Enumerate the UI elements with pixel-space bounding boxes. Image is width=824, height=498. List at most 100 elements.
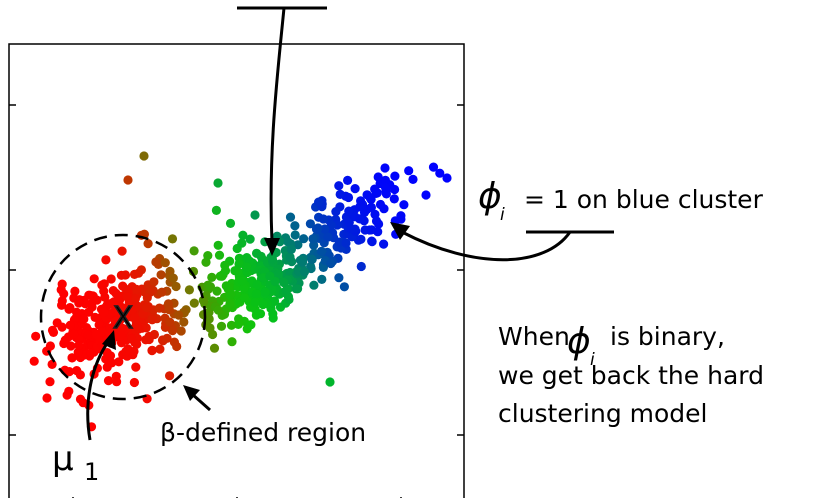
scatter-point bbox=[239, 283, 249, 293]
mu-label: μ 1 bbox=[52, 439, 99, 486]
scatter-point bbox=[299, 267, 310, 277]
scatter-point bbox=[318, 214, 328, 224]
scatter-point bbox=[129, 269, 140, 279]
scatter-point bbox=[67, 353, 77, 363]
beta-region-label: β-defined region bbox=[160, 418, 366, 447]
scatter-point bbox=[355, 214, 365, 224]
scatter-point bbox=[65, 320, 75, 330]
scatter-point bbox=[78, 398, 88, 408]
mu-subscript: 1 bbox=[84, 458, 99, 486]
scatter-point bbox=[154, 303, 164, 313]
scatter-point bbox=[207, 272, 217, 282]
beta-region-circle bbox=[39, 233, 207, 401]
binary-line2: we get back the hard bbox=[498, 361, 764, 390]
scatter-point bbox=[314, 197, 324, 207]
scatter-point bbox=[164, 305, 174, 315]
scatter-point bbox=[211, 205, 221, 215]
scatter-point bbox=[225, 299, 235, 309]
binary-phi-note: When ϕ i is binary, we get back the hard… bbox=[498, 321, 764, 428]
scatter-point bbox=[129, 377, 139, 388]
binary-phi-symbol: ϕ bbox=[567, 321, 591, 362]
scatter-point bbox=[305, 219, 315, 229]
scatter-point bbox=[396, 211, 406, 221]
scatter-point bbox=[66, 341, 76, 351]
scatter-point bbox=[214, 250, 225, 260]
scatter-point bbox=[360, 225, 370, 235]
scatter-point bbox=[156, 270, 166, 280]
scatter-point bbox=[381, 189, 391, 199]
scatter-point bbox=[130, 294, 140, 304]
scatter-point bbox=[57, 296, 67, 306]
scatter-point bbox=[189, 246, 199, 256]
scatter-point bbox=[343, 175, 353, 185]
mu-arrowhead bbox=[102, 330, 116, 350]
scatter-point bbox=[155, 344, 165, 354]
scatter-point bbox=[103, 376, 114, 386]
scatter-point bbox=[142, 303, 152, 313]
scatter-point bbox=[29, 356, 39, 366]
scatter-point bbox=[350, 184, 360, 194]
scatter-point bbox=[131, 284, 142, 294]
scatter-point bbox=[213, 305, 223, 315]
scatter-point bbox=[356, 261, 366, 272]
mixed-region-arrow bbox=[269, 7, 286, 243]
scatter-point bbox=[147, 315, 157, 325]
scatter-point bbox=[144, 331, 154, 342]
scatter-point bbox=[157, 287, 167, 297]
scatter-point bbox=[116, 303, 126, 313]
scatter-point bbox=[367, 225, 377, 235]
scatter-point bbox=[94, 320, 104, 330]
scatter-point bbox=[408, 174, 418, 184]
scatter-point bbox=[132, 339, 142, 349]
scatter-point bbox=[245, 234, 255, 244]
scatter-point bbox=[72, 307, 82, 317]
scatter-point bbox=[120, 270, 131, 280]
blue-cluster-arrowhead bbox=[390, 222, 410, 240]
binary-line3: clustering model bbox=[498, 399, 707, 428]
scatter-point bbox=[45, 377, 55, 387]
scatter-point bbox=[325, 377, 335, 387]
scatter-point bbox=[435, 168, 445, 178]
scatter-points bbox=[29, 151, 452, 432]
scatter-point bbox=[356, 234, 366, 244]
scatter-point bbox=[227, 337, 237, 347]
scatter-point bbox=[390, 171, 400, 181]
scatter-point bbox=[99, 286, 109, 296]
scatter-point bbox=[116, 323, 126, 333]
blue-equation-text: = 1 on blue cluster bbox=[524, 185, 764, 214]
scatter-point bbox=[169, 337, 179, 347]
scatter-point bbox=[139, 151, 149, 161]
scatter-point bbox=[105, 323, 115, 333]
scatter-point bbox=[74, 340, 84, 350]
scatter-point bbox=[122, 292, 132, 302]
blue-cluster-annotation: ϕ i = 1 on blue cluster bbox=[478, 176, 764, 225]
binary-line1-post: is binary, bbox=[610, 322, 725, 351]
mixed-region-arrowhead bbox=[264, 238, 280, 256]
plot-axes bbox=[8, 43, 465, 498]
scatter-point bbox=[273, 269, 283, 279]
scatter-point bbox=[209, 343, 220, 353]
scatter-point bbox=[320, 224, 330, 234]
scatter-point bbox=[127, 305, 137, 315]
scatter-point bbox=[114, 357, 124, 367]
scatter-point bbox=[149, 277, 159, 287]
scatter-point bbox=[246, 320, 256, 330]
scatter-point bbox=[74, 298, 84, 308]
scatter-point bbox=[57, 279, 67, 289]
scatter-point bbox=[250, 297, 260, 308]
blue-cluster-arrow bbox=[401, 230, 572, 262]
scatter-point bbox=[237, 238, 247, 248]
scatter-point bbox=[69, 329, 79, 339]
binary-phi-subscript: i bbox=[590, 350, 595, 370]
scatter-point bbox=[62, 390, 72, 400]
scatter-point bbox=[442, 173, 452, 183]
scatter-point bbox=[373, 172, 383, 182]
scatter-point bbox=[213, 178, 223, 188]
beta-region-arrowhead bbox=[183, 385, 200, 401]
scatter-point bbox=[225, 218, 236, 228]
scatter-point bbox=[380, 163, 390, 173]
scatter-point bbox=[203, 251, 213, 261]
scatter-point bbox=[134, 324, 144, 334]
scatter-point bbox=[238, 230, 248, 240]
scatter-point bbox=[309, 280, 319, 290]
